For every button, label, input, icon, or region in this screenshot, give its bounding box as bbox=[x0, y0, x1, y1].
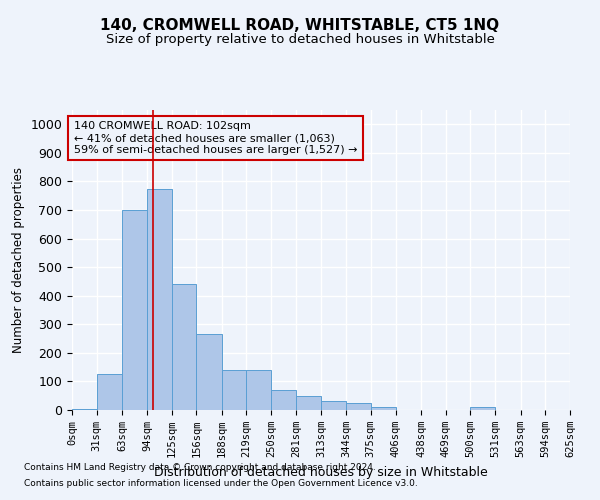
Bar bbox=[296, 396, 322, 410]
Bar bbox=[122, 210, 147, 410]
Bar bbox=[72, 408, 97, 410]
Bar bbox=[371, 406, 395, 410]
Bar bbox=[271, 390, 296, 410]
Text: Size of property relative to detached houses in Whitstable: Size of property relative to detached ho… bbox=[106, 32, 494, 46]
Bar bbox=[322, 402, 346, 410]
Text: Contains public sector information licensed under the Open Government Licence v3: Contains public sector information licen… bbox=[24, 478, 418, 488]
Y-axis label: Number of detached properties: Number of detached properties bbox=[12, 167, 25, 353]
Bar bbox=[346, 403, 371, 410]
X-axis label: Distribution of detached houses by size in Whitstable: Distribution of detached houses by size … bbox=[154, 466, 488, 478]
Text: 140, CROMWELL ROAD, WHITSTABLE, CT5 1NQ: 140, CROMWELL ROAD, WHITSTABLE, CT5 1NQ bbox=[100, 18, 500, 32]
Bar bbox=[97, 374, 122, 410]
Bar bbox=[196, 334, 222, 410]
Bar bbox=[172, 284, 196, 410]
Text: Contains HM Land Registry data © Crown copyright and database right 2024.: Contains HM Land Registry data © Crown c… bbox=[24, 464, 376, 472]
Text: 140 CROMWELL ROAD: 102sqm
← 41% of detached houses are smaller (1,063)
59% of se: 140 CROMWELL ROAD: 102sqm ← 41% of detac… bbox=[74, 122, 357, 154]
Bar bbox=[222, 370, 247, 410]
Bar bbox=[147, 188, 172, 410]
Bar bbox=[247, 370, 271, 410]
Bar bbox=[470, 407, 495, 410]
